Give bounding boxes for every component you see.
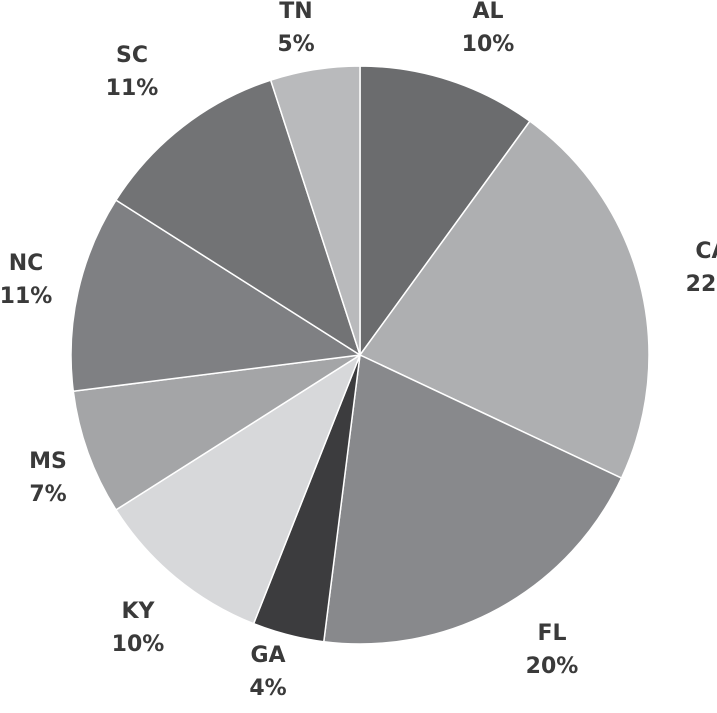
slice-label-ky: KY 10%: [112, 599, 165, 657]
slice-percent-label: 22%: [686, 272, 717, 297]
slice-label-ca: CA 22%: [686, 239, 717, 297]
slice-category-label: MS: [29, 449, 67, 474]
slice-percent-label: 11%: [0, 284, 52, 309]
pie-slice-ms: [72, 354, 361, 511]
slice-label-nc: NC 11%: [0, 251, 52, 309]
pie-slice-tn: [269, 65, 361, 356]
slice-percent-label: 11%: [106, 76, 159, 101]
slice-label-fl: FL 20%: [526, 621, 579, 679]
slice-percent-label: 5%: [277, 32, 314, 57]
slice-label-sc: SC 11%: [106, 43, 159, 101]
slice-label-ms: MS 7%: [29, 449, 67, 507]
slice-percent-label: 7%: [29, 482, 66, 507]
slice-percent-label: 10%: [112, 632, 165, 657]
slice-percent-label: 10%: [462, 32, 515, 57]
pie-slice-sc: [114, 79, 362, 357]
slice-category-label: KY: [122, 599, 156, 624]
pie-slice-nc: [70, 199, 363, 393]
slice-label-ga: GA 4%: [249, 643, 286, 701]
pie-slice-ky: [114, 353, 362, 625]
pie-slice-al: [359, 65, 531, 358]
slice-category-label: NC: [9, 251, 44, 276]
slice-label-tn: TN 5%: [277, 0, 314, 57]
slice-category-label: AL: [472, 0, 503, 24]
slice-percent-label: 20%: [526, 654, 579, 679]
slice-percent-label: 4%: [249, 676, 286, 701]
slice-category-label: TN: [279, 0, 312, 24]
slice-label-al: AL 10%: [462, 0, 515, 57]
pie-slices: [70, 65, 650, 645]
slice-category-label: CA: [695, 239, 717, 264]
pie-slice-fl: [322, 353, 623, 645]
slice-category-label: FL: [537, 621, 566, 646]
slice-category-label: GA: [250, 643, 285, 668]
slice-category-label: SC: [116, 43, 148, 68]
